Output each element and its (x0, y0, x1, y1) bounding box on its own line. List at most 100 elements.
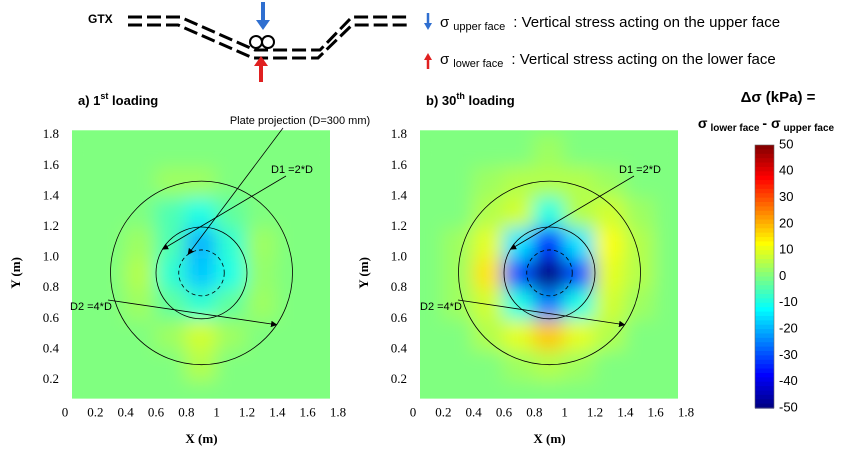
heatmap-cell (306, 256, 330, 290)
heatmap-cell (420, 287, 445, 320)
heatmap-cell (472, 287, 505, 320)
heatmap-cell (155, 348, 188, 381)
heatmap-cell (276, 317, 309, 351)
heatmap-cell (246, 379, 279, 399)
x-tick-label: 1.6 (648, 405, 665, 420)
colorbar-tick-label: 0 (779, 268, 786, 283)
heatmap-cell (654, 195, 678, 228)
x-tick-label: 0.8 (178, 405, 194, 420)
colorbar-formula: σ lower face - σ upper face (698, 115, 835, 134)
colorbar-swatch (755, 171, 774, 177)
heatmap-cell (185, 226, 218, 259)
x-tick-label: 0.2 (87, 405, 103, 420)
heatmap-cell (94, 134, 127, 167)
heatmap-cell (306, 226, 330, 259)
heatmap-cell (442, 195, 475, 228)
influence-circle (110, 180, 293, 366)
heatmap-cell (442, 226, 475, 259)
colorbar-swatch (755, 210, 774, 216)
colorbar-tick-label: -40 (779, 373, 798, 388)
colorbar-swatch (755, 381, 774, 387)
y-tick-label: 1.6 (43, 157, 60, 172)
y-tick-label: 0.2 (391, 371, 407, 386)
x-axis-label: X (m) (533, 431, 565, 446)
heatmap-cell (533, 287, 566, 320)
annotation-arrow (161, 175, 287, 250)
heatmap-cell (420, 164, 445, 198)
legend-symbol: σ (440, 14, 450, 31)
y-tick-label: 1.2 (43, 218, 59, 233)
annotation-arrow (187, 127, 284, 255)
colorbar-swatch (755, 237, 774, 243)
legend-text: : Vertical stress acting on the upper fa… (513, 14, 780, 31)
y-axis-label: Y (m) (356, 257, 371, 289)
heatmap-cell (594, 379, 627, 399)
heatmap-cell (594, 195, 627, 228)
colorbar-tick-label: 30 (779, 189, 793, 204)
heatmap-cell (563, 256, 596, 290)
colorbar-swatch (755, 324, 774, 330)
x-tick-label: 0.2 (435, 405, 451, 420)
heatmap-cell (654, 317, 678, 351)
heatmap-cell (306, 134, 330, 167)
heatmap-cell (563, 134, 596, 167)
heatmap-cell (124, 195, 157, 228)
annotation-arrow (457, 299, 626, 328)
heatmap-cell (72, 195, 97, 228)
y-tick-label: 1.8 (391, 126, 407, 141)
colorbar-swatch (755, 258, 774, 264)
heatmap-cell (472, 134, 505, 167)
heatmap-cell (503, 317, 536, 351)
heatmap-cell (594, 226, 627, 259)
heatmap-cell (563, 164, 596, 198)
heatmap-cell (654, 256, 678, 290)
y-tick-label: 0.8 (43, 279, 59, 294)
colorbar-swatch (755, 359, 774, 365)
heatmap-cell (185, 317, 218, 351)
heatmap-cell (624, 164, 657, 198)
y-tick-label: 1.0 (43, 249, 59, 264)
heatmap-cell (503, 134, 536, 167)
formula-symbol: - σ (762, 115, 781, 131)
heatmap-cell (124, 134, 157, 167)
heatmap-cell (306, 287, 330, 320)
colorbar-swatch (755, 285, 774, 291)
colorbar-swatch (755, 228, 774, 234)
x-tick-label: 0.4 (466, 405, 483, 420)
colorbar-swatch (755, 364, 774, 370)
x-tick-label: 1.2 (587, 405, 603, 420)
heatmap-cell (306, 317, 330, 351)
colorbar-tick-label: 20 (779, 215, 793, 230)
colorbar-swatch (755, 377, 774, 383)
colorbar-swatch (755, 333, 774, 339)
heatmap-cell (72, 348, 97, 381)
colorbar-swatch (755, 307, 774, 313)
colorbar-frame (754, 144, 775, 409)
heatmap-cell (594, 256, 627, 290)
heatmap-cell (246, 348, 279, 381)
field (72, 130, 330, 399)
heatmap-cell (155, 256, 188, 290)
heatmap-cell (72, 164, 97, 198)
colorbar-swatch (755, 254, 774, 260)
colorbar-swatch (755, 403, 774, 409)
heatmap-cell (503, 379, 536, 399)
heatmap-cell (72, 226, 97, 259)
heatmap-cell (563, 348, 596, 381)
colorbar-tick-label: -20 (779, 321, 798, 336)
colorbar-swatch (755, 390, 774, 396)
heatmap-cell (420, 348, 445, 381)
heatmap-cell (624, 226, 657, 259)
colorbar-swatch (755, 355, 774, 361)
heatmap-cell (442, 379, 475, 399)
formula-symbol: σ (698, 115, 708, 131)
heatmap-cell (215, 348, 248, 381)
colorbar-swatch (755, 394, 774, 400)
colorbar-swatch (755, 263, 774, 269)
heatmap-cell (533, 195, 566, 228)
y-tick-label: 1.4 (43, 187, 60, 202)
x-tick-label: 0.4 (118, 405, 135, 420)
colorbar-swatch (755, 399, 774, 405)
heatmap-cell (215, 164, 248, 198)
heatmap-cell (420, 256, 445, 290)
